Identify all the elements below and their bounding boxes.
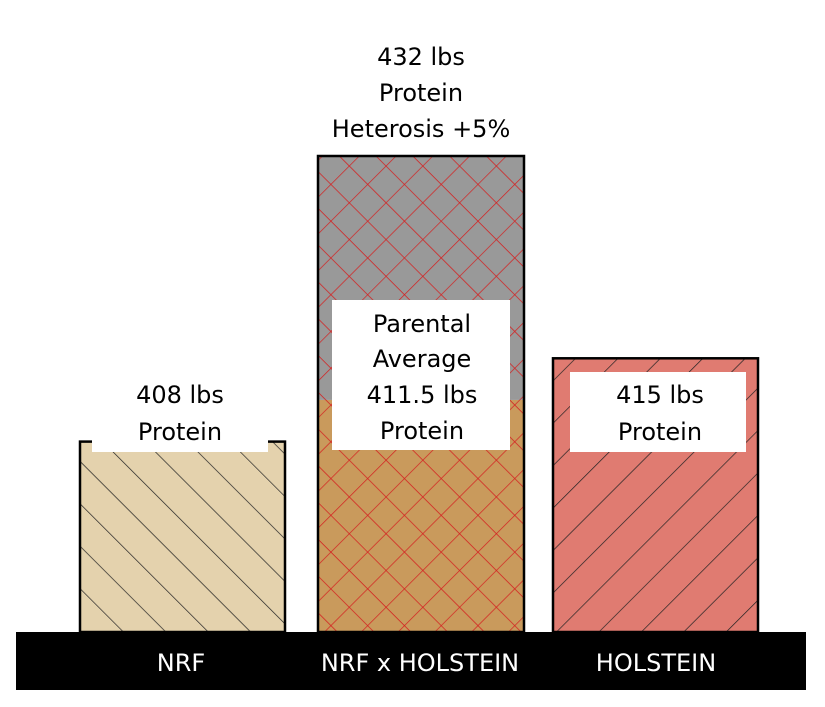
holstein-value-label: 415 lbs — [616, 381, 704, 409]
category-axis-band — [16, 632, 806, 690]
category-label-cross: NRF x HOLSTEIN — [321, 649, 519, 677]
nrf-value-label: 408 lbs — [136, 381, 224, 409]
heterosis-percent-label: Heterosis +5% — [332, 115, 511, 143]
cross-unit-label: Protein — [380, 417, 464, 445]
bar-nrf-hatch — [78, 440, 287, 634]
holstein-unit-label: Protein — [618, 418, 702, 446]
cross-label-line1: Parental — [373, 310, 471, 338]
nrf-label-box — [92, 372, 268, 452]
heterosis-unit-label: Protein — [379, 79, 463, 107]
category-label-holstein: HOLSTEIN — [596, 649, 716, 677]
cross-label-line2: Average — [373, 345, 472, 373]
holstein-label-box — [570, 372, 746, 452]
cross-label-box — [332, 300, 510, 450]
cross-value-label: 411.5 lbs — [367, 381, 478, 409]
category-label-nrf: NRF — [157, 649, 205, 677]
bar-nrf — [78, 440, 287, 634]
nrf-unit-label: Protein — [138, 418, 222, 446]
heterosis-value-label: 432 lbs — [377, 43, 465, 71]
